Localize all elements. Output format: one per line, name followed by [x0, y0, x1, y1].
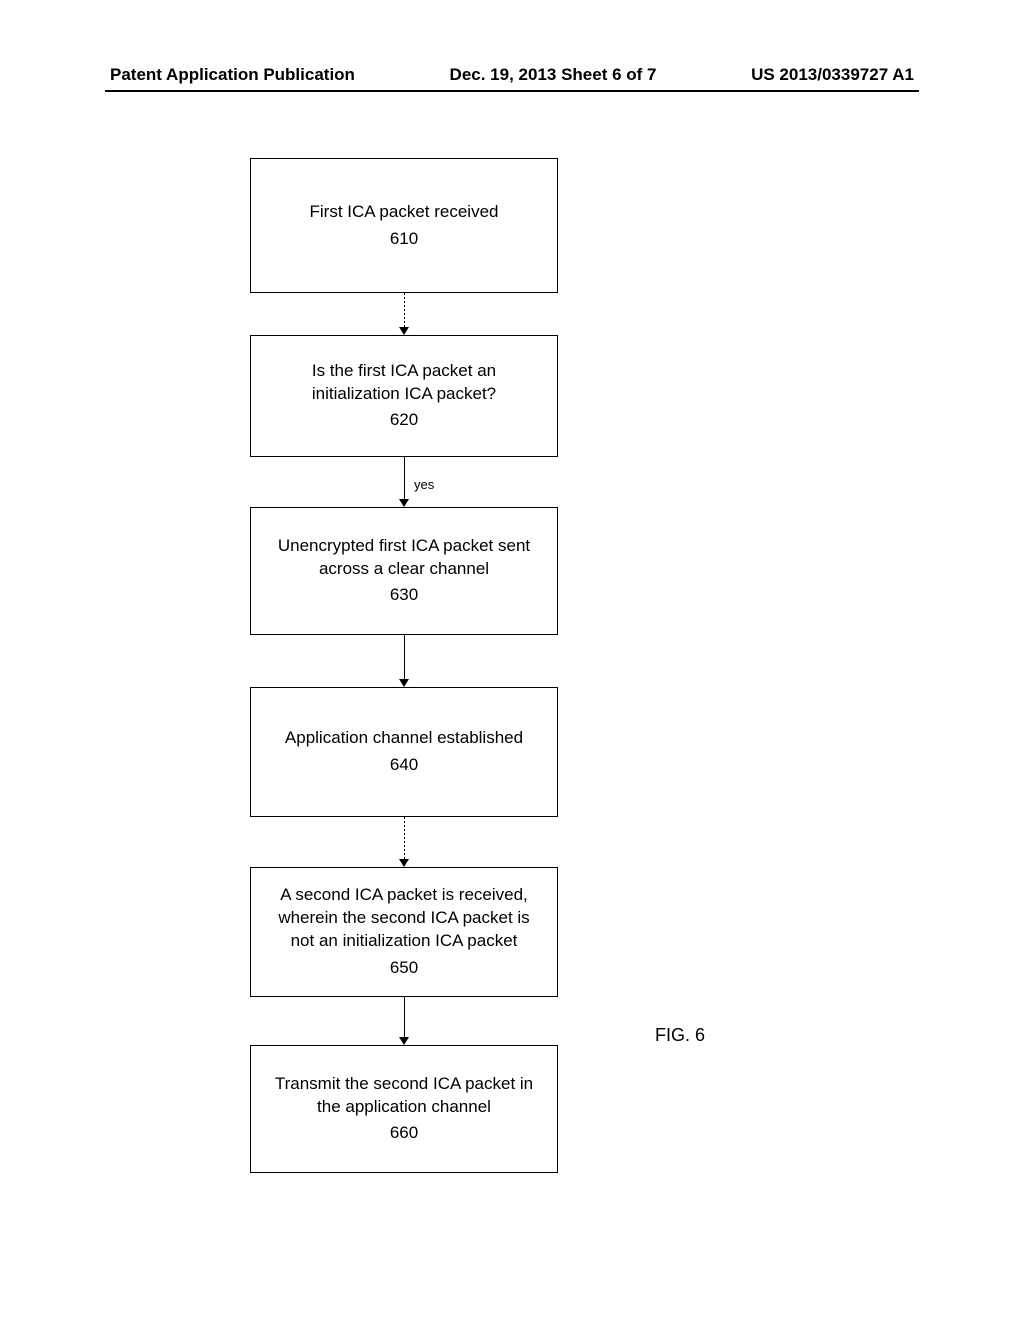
- edge-640-650: [250, 817, 558, 867]
- patent-header: Patent Application Publication Dec. 19, …: [0, 65, 1024, 85]
- node-number: 640: [390, 754, 418, 777]
- node-text: A second ICA packet is received, wherein…: [269, 884, 539, 953]
- edge-line: [404, 635, 405, 679]
- flow-node-620: Is the first ICA packet an initializatio…: [250, 335, 558, 457]
- flowchart: First ICA packet received 610 Is the fir…: [250, 158, 590, 1173]
- edge-line: [404, 997, 405, 1037]
- node-number: 610: [390, 228, 418, 251]
- node-text: Application channel established: [285, 727, 523, 750]
- node-text: Transmit the second ICA packet in the ap…: [269, 1073, 539, 1119]
- node-number: 630: [390, 584, 418, 607]
- node-text: Unencrypted first ICA packet sent across…: [269, 535, 539, 581]
- edge-line: [404, 293, 405, 327]
- edge-line: [404, 817, 405, 859]
- flow-node-630: Unencrypted first ICA packet sent across…: [250, 507, 558, 635]
- flow-node-610: First ICA packet received 610: [250, 158, 558, 293]
- node-text: First ICA packet received: [310, 201, 499, 224]
- edge-610-620: [250, 293, 558, 335]
- edge-label: yes: [414, 477, 434, 492]
- figure-label: FIG. 6: [655, 1025, 705, 1046]
- arrow-head-icon: [399, 1037, 409, 1045]
- node-number: 620: [390, 409, 418, 432]
- flow-node-660: Transmit the second ICA packet in the ap…: [250, 1045, 558, 1173]
- header-left: Patent Application Publication: [110, 65, 355, 85]
- arrow-head-icon: [399, 679, 409, 687]
- arrow-head-icon: [399, 859, 409, 867]
- flow-node-650: A second ICA packet is received, wherein…: [250, 867, 558, 997]
- header-center: Dec. 19, 2013 Sheet 6 of 7: [450, 65, 657, 85]
- edge-620-630: yes: [250, 457, 558, 507]
- node-text: Is the first ICA packet an initializatio…: [269, 360, 539, 406]
- edge-630-640: [250, 635, 558, 687]
- arrow-head-icon: [399, 327, 409, 335]
- edge-line: [404, 457, 405, 499]
- node-number: 660: [390, 1122, 418, 1145]
- edge-650-660: [250, 997, 558, 1045]
- header-divider: [105, 90, 919, 92]
- node-number: 650: [390, 957, 418, 980]
- flow-node-640: Application channel established 640: [250, 687, 558, 817]
- arrow-head-icon: [399, 499, 409, 507]
- header-right: US 2013/0339727 A1: [751, 65, 914, 85]
